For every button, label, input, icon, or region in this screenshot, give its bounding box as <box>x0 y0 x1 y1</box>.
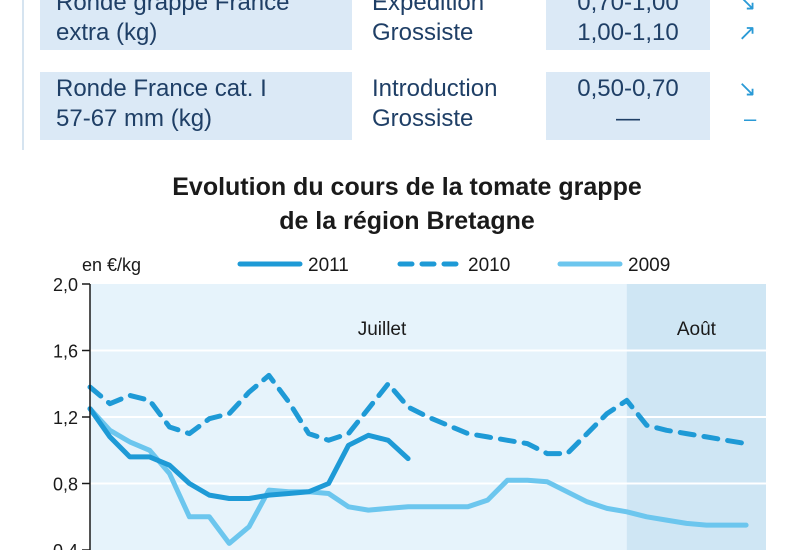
row2-stage-line2: Grossiste <box>372 105 474 132</box>
row1-price-cell: 0,70-1,00 1,00-1,10 <box>546 0 710 50</box>
row2-price-line2: — <box>616 105 640 132</box>
row2-price-cell: 0,50-0,70 — <box>546 72 710 140</box>
chart-title-line1: Evolution du cours de la tomate grappe <box>172 173 642 201</box>
series-line-2010 <box>87 372 749 457</box>
row2-product-line1: Ronde France cat. I <box>56 75 267 102</box>
row2-trend-down-icon: ↘ <box>738 76 757 101</box>
price-line-chart: Evolution du cours de la tomate grappe d… <box>53 173 766 555</box>
row1-trend-down-icon: ↘ <box>738 0 757 15</box>
series-line-2009 <box>87 406 749 546</box>
y-tick-label: 0,4 <box>53 541 78 550</box>
row1-product-line2: extra (kg) <box>56 19 158 46</box>
legend-label-2011: 2011 <box>308 255 349 276</box>
y-axis-label: en €/kg <box>82 255 141 275</box>
row2-product-line2: 57-67 mm (kg) <box>56 105 213 132</box>
period-label-august: Août <box>677 319 717 340</box>
legend-label-2009: 2009 <box>628 255 670 276</box>
y-tick-label: 2,0 <box>53 275 78 295</box>
row1-product-line1: Ronde grappe France <box>56 0 290 16</box>
chart-panel: Evolution du cours de la tomate grappe d… <box>18 163 782 555</box>
chart-series <box>87 372 749 546</box>
table-left-rule <box>22 0 24 150</box>
period-label-july: Juillet <box>358 319 407 340</box>
legend-label-2010: 2010 <box>468 255 510 276</box>
row1-stage-line2: Grossiste <box>372 19 474 46</box>
row1-product-cell: Ronde grappe France extra (kg) <box>40 0 352 50</box>
y-tick-label: 1,2 <box>53 408 78 428</box>
row2-price-line1: 0,50-0,70 <box>577 75 679 102</box>
price-table: Ronde grappe France extra (kg) Expéditio… <box>0 0 800 155</box>
grid-lines <box>82 283 766 551</box>
y-tick-label: 0,8 <box>53 475 78 495</box>
chart-title-line2: de la région Bretagne <box>279 207 535 235</box>
row2-stage-cell: Introduction Grossiste <box>372 74 522 138</box>
row1-price-line2: 1,00-1,10 <box>577 19 679 46</box>
series-line-2011 <box>87 406 411 501</box>
row1-price-line1: 0,70-1,00 <box>577 0 679 16</box>
row2-product-cell: Ronde France cat. I 57-67 mm (kg) <box>40 72 352 140</box>
row1-stage-cell: Expédition Grossiste <box>372 0 522 50</box>
row1-stage-line1: Expédition <box>372 0 485 16</box>
y-tick-label: 1,6 <box>53 342 78 362</box>
y-tick-labels: 2,0 1,6 1,2 0,8 0,4 <box>53 275 78 555</box>
chart-legend: 2011 2010 2009 <box>237 255 670 276</box>
row2-trend-flat-icon: – <box>744 106 757 131</box>
row2-stage-line1: Introduction <box>372 75 498 102</box>
row1-trend-up-icon: ↗ <box>738 20 757 45</box>
